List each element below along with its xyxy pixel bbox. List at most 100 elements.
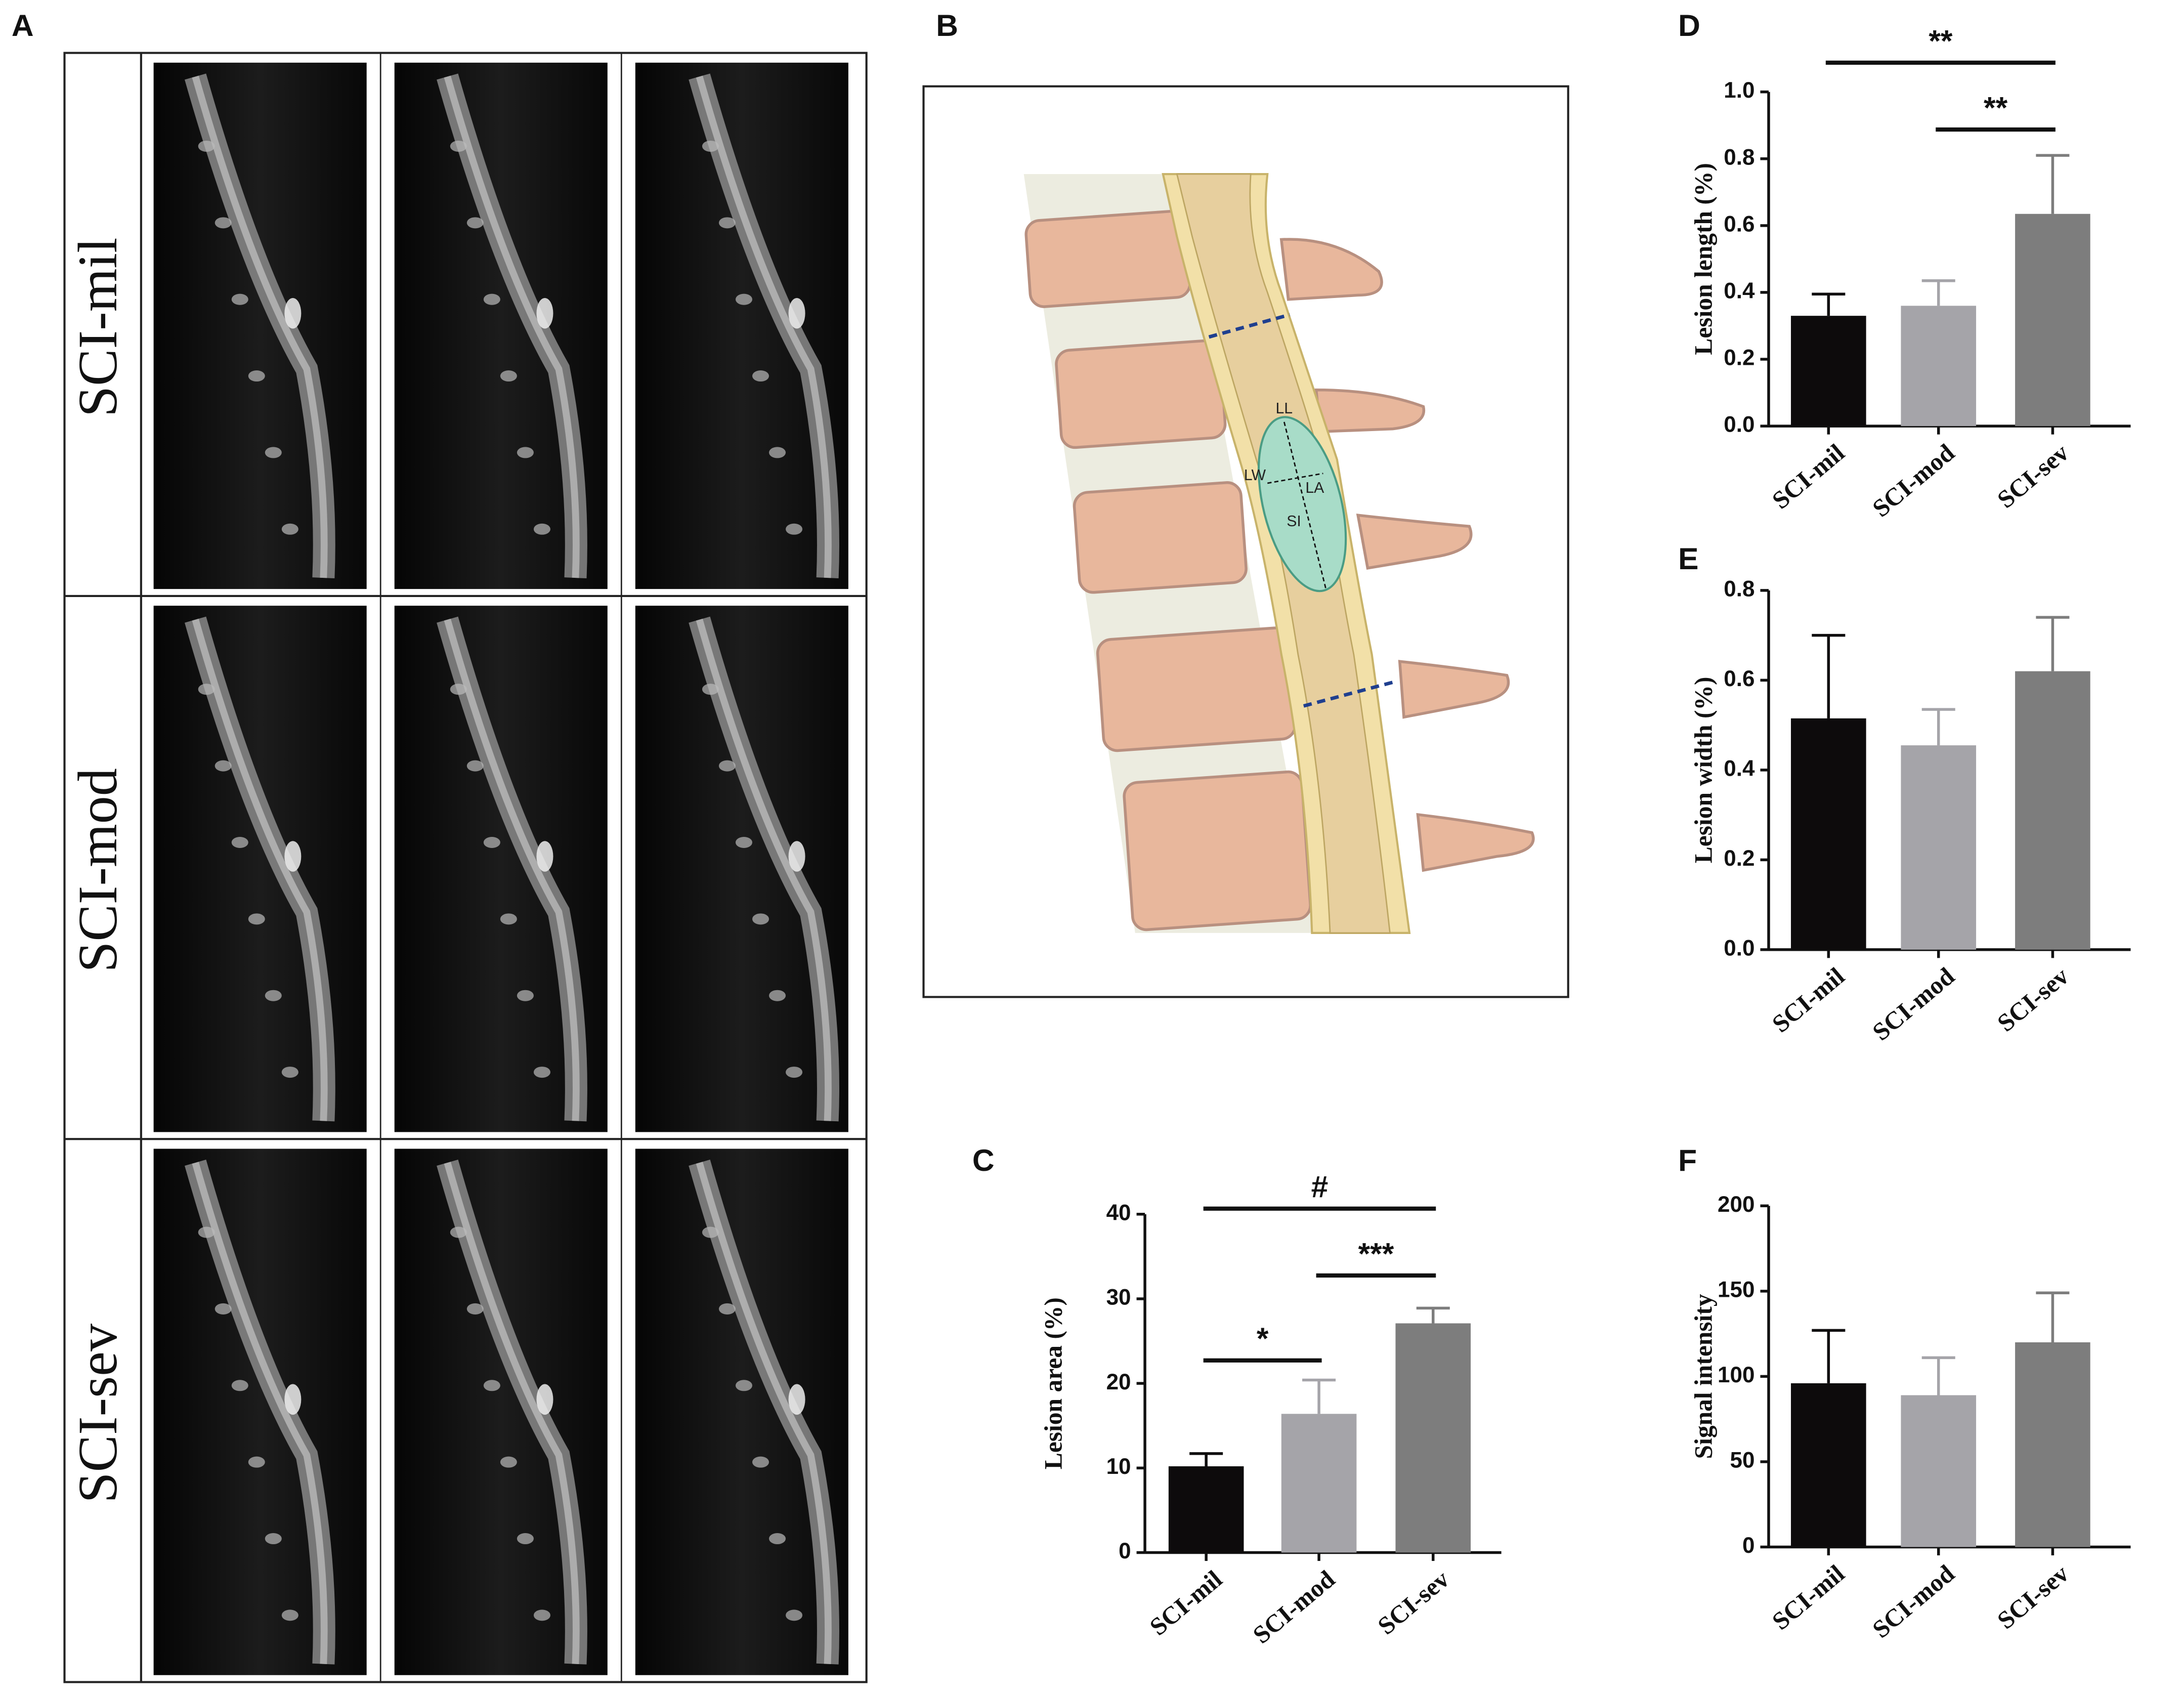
lesion-signal: [536, 1384, 553, 1415]
bar: [1791, 316, 1866, 427]
y-axis-label: Lesion length (%): [1690, 163, 1718, 355]
vertebra-signal: [231, 293, 248, 305]
spinous-processes: [1279, 238, 1535, 872]
lesion: [1257, 416, 1347, 592]
vertebra-signal: [769, 1533, 786, 1545]
lesion-signal: [788, 1384, 805, 1415]
vertebra-signal: [735, 1380, 752, 1391]
bar: [1395, 1323, 1471, 1553]
vertebra-signal: [198, 1226, 215, 1238]
vertebra-signal: [702, 684, 719, 695]
diagram-label: SI: [1287, 513, 1301, 530]
vertebra: [1096, 626, 1297, 752]
vertebra-signal: [752, 370, 769, 382]
y-tick-label: 0.6: [1724, 211, 1754, 236]
bar: [1791, 718, 1866, 950]
process: [1356, 514, 1473, 570]
y-axis-label: Signal intensity: [1690, 1294, 1718, 1459]
bar: [2015, 1342, 2090, 1547]
vertebra-signal: [265, 447, 282, 458]
length-arrow: [1283, 421, 1327, 589]
vertebra-signal: [769, 447, 786, 458]
spinal-cord-core: [696, 75, 832, 578]
vertebra-signal: [215, 217, 232, 229]
y-tick-label: 10: [1106, 1454, 1131, 1479]
vertebra-signal: [265, 1533, 282, 1545]
lesion-signal: [284, 298, 302, 329]
vertebra-signal: [718, 1303, 736, 1315]
lesion-signal: [284, 841, 302, 872]
vertebra-signal: [786, 1609, 803, 1621]
vertebra-signal: [533, 1609, 550, 1621]
vertebra-signal: [533, 523, 550, 535]
vertebra-signal: [702, 1226, 719, 1238]
y-tick-label: 0.6: [1724, 666, 1754, 691]
bar: [2015, 671, 2090, 950]
spinal-cord-core: [444, 618, 580, 1121]
vertebra-signal: [215, 1303, 232, 1315]
vertebra: [1123, 770, 1312, 931]
mri-frame: [63, 52, 868, 1683]
y-tick-label: 20: [1106, 1370, 1131, 1394]
vertebra-signal: [735, 836, 752, 848]
vertebra-signal: [786, 1067, 803, 1078]
y-tick-label: 0.4: [1724, 279, 1755, 304]
y-axis-label: Lesion area (%): [1039, 1297, 1067, 1469]
spinal-cord-core: [444, 1162, 580, 1664]
vertebra-signal: [248, 1456, 265, 1468]
panel-letter: D: [1678, 8, 1700, 43]
lesion-signal: [284, 1384, 302, 1415]
y-tick-label: 1.0: [1724, 78, 1754, 103]
diagram-label: LL: [1275, 400, 1293, 417]
y-axis-label: Lesion width (%): [1690, 677, 1718, 864]
vertebra-signal: [231, 836, 248, 848]
significance-label: **: [1984, 90, 2008, 124]
vertebra-signal: [483, 1380, 500, 1391]
bar: [2015, 214, 2090, 427]
vertebra-signal: [718, 760, 736, 772]
spinal-cord-core: [192, 1162, 328, 1664]
bar: [1168, 1466, 1244, 1553]
vertebra-signal: [500, 913, 517, 925]
vertebra: [1073, 481, 1248, 594]
bar: [1901, 745, 1977, 950]
bar: [1791, 1383, 1866, 1547]
lesion-signal: [536, 298, 553, 329]
mri-panel: [63, 52, 868, 1683]
vertebra-signal: [786, 523, 803, 535]
y-tick-label: 100: [1718, 1363, 1754, 1387]
process: [1398, 660, 1510, 719]
y-tick-label: 40: [1106, 1200, 1131, 1225]
vertebra-signal: [198, 140, 215, 152]
significance-label: *: [1257, 1321, 1269, 1355]
vertebra-signal: [231, 1380, 248, 1391]
panel-letter: C: [972, 1143, 995, 1177]
process: [1416, 813, 1535, 872]
spine-diagram: LL LW LA SI: [922, 85, 1569, 998]
dashed-boundary: [1303, 681, 1393, 708]
y-tick-label: 30: [1106, 1285, 1131, 1310]
vertebra-signal: [281, 523, 298, 535]
vertebra-signal: [752, 1456, 769, 1468]
vertebra-signal: [466, 760, 484, 772]
width-arrow: [1267, 473, 1323, 484]
y-tick-label: 0.8: [1724, 145, 1754, 169]
panel-letter: F: [1678, 1143, 1697, 1177]
vertebra-signal: [466, 1303, 484, 1315]
vertebra-signal: [215, 760, 232, 772]
vertebra-signal: [248, 370, 265, 382]
y-tick-label: 0.8: [1724, 576, 1754, 601]
vertebra-signal: [517, 1533, 534, 1545]
vertebra-signal: [198, 684, 215, 695]
y-tick-label: 0.2: [1724, 846, 1754, 871]
spinal-cord-core: [696, 618, 832, 1121]
panel-letter: E: [1678, 541, 1698, 576]
vertebra-signal: [281, 1067, 298, 1078]
vertebrae: [1024, 209, 1312, 931]
bar: [1281, 1414, 1357, 1553]
significance-label: #: [1311, 1169, 1329, 1204]
vertebra-signal: [769, 990, 786, 1001]
vertebra-signal: [517, 990, 534, 1001]
y-tick-label: 0.4: [1724, 756, 1755, 781]
